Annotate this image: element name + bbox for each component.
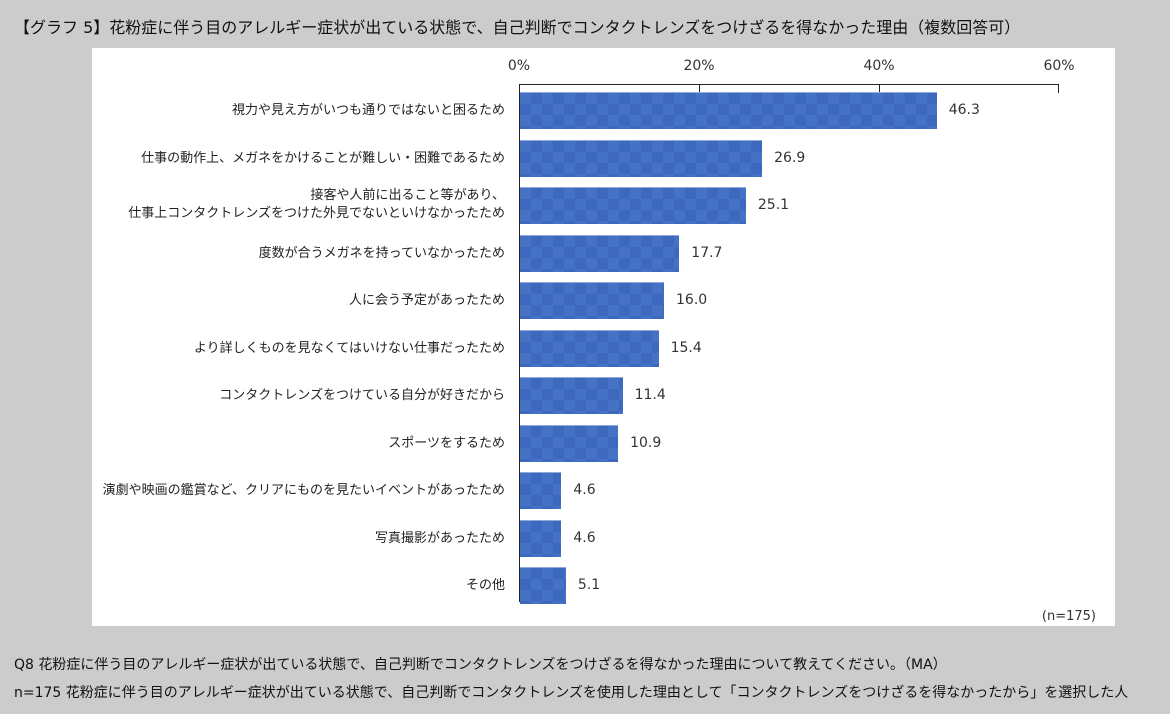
value-label: 11.4 (634, 387, 666, 403)
category-label: 度数が合うメガネを持っていなかったため (258, 245, 505, 261)
category-label: その他 (465, 578, 505, 593)
x-tick-label-20: 20% (683, 58, 715, 74)
bar (520, 187, 746, 224)
bar-row: スポーツをするため 10.9 (92, 424, 1115, 463)
category-label: 接客や人前に出ること等があり、仕事上コンタクトレンズをつけた外見でないといけなか… (128, 187, 505, 223)
x-axis-line (519, 84, 1059, 85)
sample-size-note: (n=175) (1041, 609, 1096, 624)
category-label: 仕事の動作上、メガネをかけることが難しい・困難であるため (141, 150, 505, 166)
bar (520, 92, 937, 129)
base-footnote: n=175 花粉症に伴う目のアレルギー症状が出ている状態で、自己判断でコンタクト… (14, 685, 1129, 701)
bar (520, 472, 562, 509)
y-axis-line (519, 84, 520, 602)
x-tick-label-0: 0% (507, 58, 531, 74)
bar (520, 567, 566, 604)
x-tick-20 (699, 84, 700, 93)
category-label: 人に会う予定があったため (348, 293, 505, 308)
question-footnote: Q8 花粉症に伴う目のアレルギー症状が出ている状態で、自己判断でコンタクトレンズ… (14, 657, 947, 673)
bar-row: 演劇や映画の鑑賞など、クリアにものを見たいイベントがあったため 4.6 (92, 472, 1115, 510)
value-label: 25.1 (757, 197, 790, 213)
value-label: 5.1 (577, 577, 601, 593)
category-label: 演劇や映画の鑑賞など、クリアにものを見たいイベントがあったため (102, 483, 505, 498)
value-label: 15.4 (670, 339, 702, 356)
bar-row: より詳しくものを見なくてはいけない仕事だったため 15.4 (92, 329, 1115, 368)
bar-row: 人に会う予定があったため 16.0 (92, 282, 1115, 320)
bar (520, 519, 562, 557)
bar (520, 282, 664, 319)
value-label: 26.9 (774, 149, 806, 166)
bar-row: コンタクトレンズをつけている自分が好きだから 11.4 (92, 377, 1115, 415)
x-tick-40 (879, 84, 880, 93)
value-label: 10.9 (630, 434, 662, 451)
value-label: 4.6 (573, 482, 596, 498)
bar-row: 視力や見え方がいつも通りではないと困るため 46.3 (92, 92, 1115, 130)
bar (520, 139, 763, 177)
category-label: 視力や見え方がいつも通りではないと困るため (231, 103, 505, 118)
value-label: 16.0 (676, 292, 708, 308)
category-label-line-1: 接客や人前に出ること等があり、 (310, 188, 505, 203)
bar (520, 424, 619, 462)
x-tick-label-60: 60% (1043, 58, 1075, 74)
category-label-line-2: 仕事上コンタクトレンズをつけた外見でないといけなかったため (128, 206, 505, 221)
x-axis-labels: 0% 20% 40% 60% (92, 58, 1115, 78)
bar-row: 度数が合うメガネを持っていなかったため 17.7 (92, 234, 1115, 273)
bar (520, 377, 623, 414)
bar-row: 接客や人前に出ること等があり、仕事上コンタクトレンズをつけた外見でないといけなか… (92, 187, 1115, 225)
category-label: スポーツをするため (388, 435, 505, 451)
x-tick-60 (1058, 84, 1059, 93)
bar (520, 234, 680, 272)
value-label: 46.3 (948, 102, 980, 118)
category-label: 写真撮影があったため (374, 530, 505, 546)
bar (520, 329, 659, 367)
chart-title: 【グラフ 5】花粉症に伴う目のアレルギー症状が出ている状態で、自己判断でコンタク… (14, 18, 1021, 37)
value-label: 4.6 (573, 529, 596, 546)
x-tick-label-40: 40% (863, 58, 895, 74)
bar-row: その他 5.1 (92, 567, 1115, 605)
chart-panel: 0% 20% 40% 60% 視力や見え方がいつも通りではないと困るため 46.3… (92, 48, 1115, 626)
bar-row: 写真撮影があったため 4.6 (92, 519, 1115, 558)
bar-row: 仕事の動作上、メガネをかけることが難しい・困難であるため 26.9 (92, 139, 1115, 178)
category-label: コンタクトレンズをつけている自分が好きだから (219, 388, 505, 403)
category-label: より詳しくものを見なくてはいけない仕事だったため (193, 340, 505, 356)
value-label: 17.7 (691, 244, 723, 261)
